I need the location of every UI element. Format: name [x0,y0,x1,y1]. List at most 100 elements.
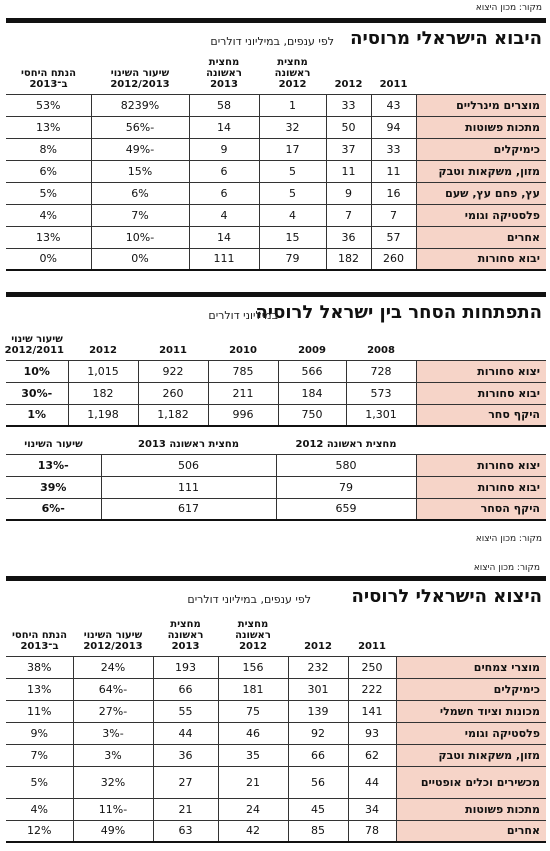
imports-table-header: 2011 2012 מחצית ראשונה 2012 מחצית ראשונה… [6,54,546,94]
trade-half-header-row: מחצית ראשונה 2012 מחצית ראשונה 2013 שיעו… [6,430,546,454]
imports-table-cell: 6% [6,159,91,182]
exports-table-cell: 75 [217,699,288,722]
exports-table-cell: 35 [217,743,288,766]
imports-table-cell: 6 [188,181,259,204]
exports-header-cell: הנתח היחסי ב־2013 [11,629,67,652]
trade-half-table-cell: -13% [6,453,101,476]
exports-table-cell: 181 [217,677,288,700]
trade-table-row: היקף סחר 1,301 750 996 1,182 1,198 1% [6,403,546,427]
imports-table-row: יבוא סחורות 260 182 79 111 0% 0% [6,247,546,271]
trade-half-body: יצוא סחורות 580 506 -13% יבוא סחורות 79 111 39%… [6,453,546,521]
imports-table-cell: 36 [325,225,371,248]
trade-half-table-row-label: יצוא סחורות [415,453,546,476]
imports-table-row: מוצרים מינרליים 43 33 1 58 8239% 53% [6,93,546,116]
exports-table-row: אחרים 78 85 42 63 49% 12% [6,819,546,843]
imports-table-cell: 7% [90,203,189,226]
exports-subtitle: לפי ענפים, במיליוני דולרים [187,593,311,606]
trade-half-header-cell [416,430,546,454]
exports-table-cell: 5% [6,765,73,798]
imports-table-cell: 111 [188,247,259,271]
imports-table-cell: 7 [325,203,371,226]
exports-table-cell: 9% [6,721,73,744]
trade-table-cell: 1% [6,403,68,427]
trade-half-table-row-label: יבוא סחורות [415,475,546,498]
trade-table-cell: 1,015 [67,359,138,382]
trade-half-header-cell: שיעור השינוי [24,438,83,450]
trade-table-cell: 922 [137,359,208,382]
source-note-top: מקור: מכון היצוא [475,3,542,13]
imports-header-cell: הנתח היחסי ב־2013 [20,67,76,90]
imports-table-row-label: כימיקלים [415,137,546,160]
exports-table-cell: 13% [6,677,73,700]
exports-table-cell: -11% [72,797,153,820]
trade-table-header: 2008 2009 2010 2011 2012 שיעור שינוי 201… [4,330,546,360]
trade-header-cell: 2008 [367,344,395,356]
trade-table-cell: 182 [67,381,138,404]
exports-table-cell: 12% [6,819,73,843]
trade-half-header-cell: מחצית ראשונה 2012 [295,438,397,450]
imports-table-row-label: אחרים [415,225,546,248]
trade-table-body: יצוא סחורות 728 566 785 922 1,015 10% יבוא סחור… [6,359,546,427]
imports-header-cell: מחצית ראשונה 2012 [274,56,311,90]
exports-table-row: כימיקלים 222 301 181 66 -64% 13% [6,677,546,700]
imports-section: היבוא הישראלי מרוסיה לפי ענפים, במיליוני… [6,18,546,276]
trade-header-cell: שיעור שינוי 2012/2011 [4,333,64,356]
trade-half-table-cell: 506 [100,453,276,476]
imports-table-cell: 14 [188,115,259,138]
exports-table-row-label: מתכות פשוטות [395,797,546,820]
exports-header-cell: מחצית ראשונה 2012 [235,618,271,652]
exports-table-cell: 3% [72,743,153,766]
imports-table-cell: 13% [6,115,91,138]
exports-table-cell: 66 [152,677,218,700]
imports-table-cell: -56% [90,115,189,138]
imports-table-cell: 182 [325,247,371,271]
trade-table-cell: 785 [207,359,278,382]
trade-table-cell: 1,301 [345,403,416,427]
exports-table-cell: -3% [72,721,153,744]
exports-header-cell: 2012 [304,640,332,652]
exports-table-cell: 78 [347,819,396,843]
trade-table-row: יבוא סחורות 573 184 211 260 182 -30% [6,381,546,404]
imports-header-cell [416,54,546,94]
imports-table-row-label: מתכות פשוטות [415,115,546,138]
imports-table-cell: 9 [188,137,259,160]
trade-table-cell: 211 [207,381,278,404]
trade-table: 2008 2009 2010 2011 2012 שיעור שינוי 201… [4,330,546,427]
imports-table-row: פלסטיקה וגומי 7 7 4 4 7% 4% [6,203,546,226]
trade-header-cell [416,330,546,360]
exports-table-cell: 66 [287,743,348,766]
exports-table-cell: 36 [152,743,218,766]
imports-table-cell: 5 [258,181,326,204]
imports-table-cell: 33 [370,137,416,160]
exports-table-cell: 49% [72,819,153,843]
trade-table-cell: 10% [6,359,68,382]
imports-table-row-label: יבוא סחורות [415,247,546,271]
exports-table-row-label: פלסטיקה וגומי [395,721,546,744]
imports-table-cell: 9 [325,181,371,204]
exports-table-row-label: מכונות וציוד חשמלי [395,699,546,722]
imports-header-cell: 2012 [334,78,363,90]
imports-table-cell: 79 [258,247,326,271]
imports-table-row: מתכות פשוטות 94 50 32 14 -56% 13% [6,115,546,138]
imports-table-cell: 7 [370,203,416,226]
imports-table-row-label: מזון, משקאות וטבק [415,159,546,182]
exports-table-cell: -27% [72,699,153,722]
exports-section: היצוא הישראלי לרוסיה לפי ענפים, במיליוני… [6,576,546,848]
trade-table-cell: 566 [277,359,346,382]
trade-half-table-cell: 617 [100,497,276,521]
trade-table-row: יצוא סחורות 728 566 785 922 1,015 10% [6,359,546,382]
exports-top-rule [6,576,546,581]
trade-table-cell: 260 [137,381,208,404]
imports-subtitle: לפי ענפים, במיליוני דולרים [210,35,334,48]
exports-table-cell: 250 [347,655,396,678]
trade-source-note: מקור: מכון היצוא [475,534,542,544]
trade-half-table-row: יצוא סחורות 580 506 -13% [6,453,546,476]
trade-table-cell: 750 [277,403,346,427]
trade-header-cell: 2011 [159,344,187,356]
trade-half-table: מחצית ראשונה 2012 מחצית ראשונה 2013 שיעו… [6,430,546,521]
exports-header-cell: שיעור השינוי 2012/2013 [83,629,143,652]
exports-table-cell: 139 [287,699,348,722]
exports-table-cell: 62 [347,743,396,766]
imports-table-cell: 1 [258,93,326,116]
imports-top-rule [6,18,546,23]
